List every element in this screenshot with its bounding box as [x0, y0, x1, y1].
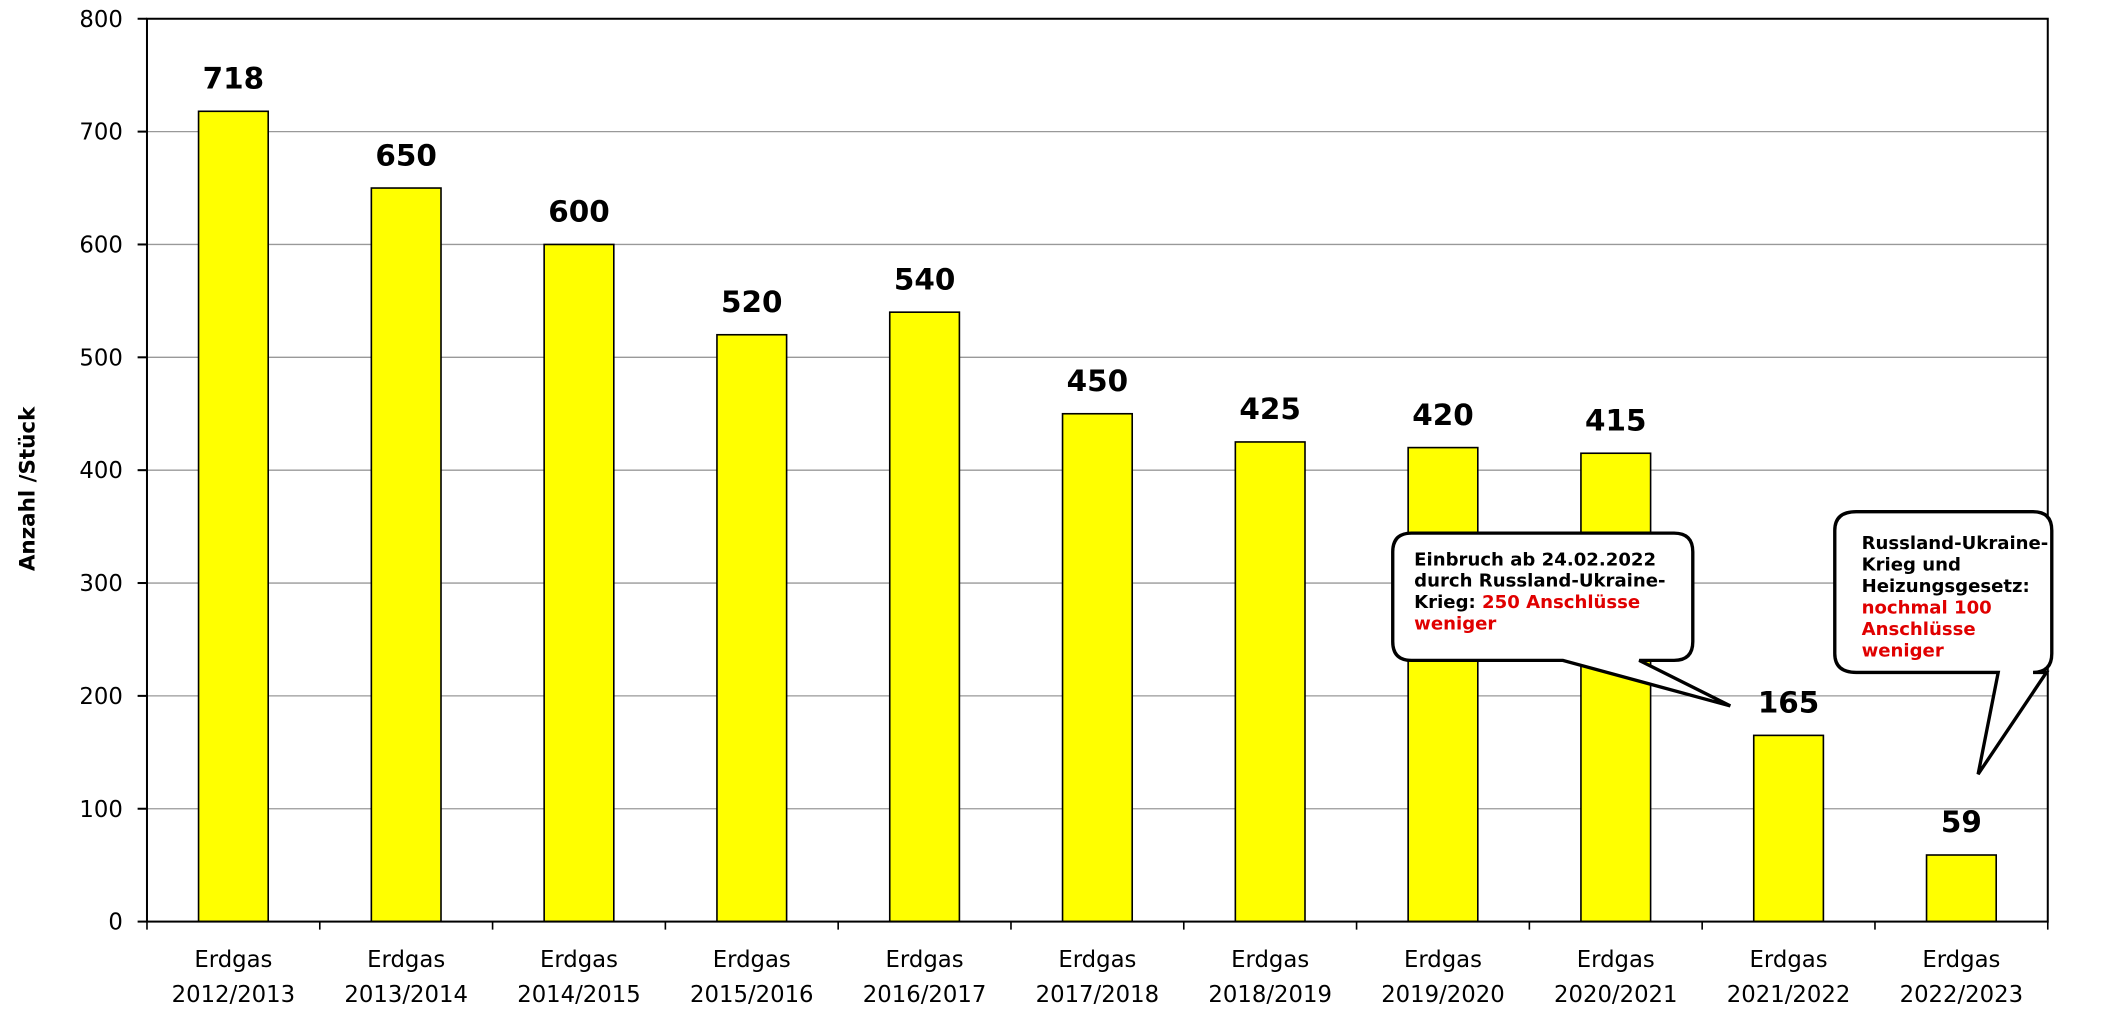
- bar: [1407, 446, 1479, 923]
- bar: [1234, 441, 1306, 923]
- x-tick-label-line: 2016/2017: [863, 982, 987, 1008]
- x-tick-label: Erdgas 2017/2018: [1036, 947, 1160, 1008]
- x-tick-label: Erdgas 2016/2017: [863, 947, 987, 1008]
- y-tick-label: 800: [79, 7, 122, 33]
- bar: [1925, 854, 1997, 923]
- x-tick-label-line: 2019/2020: [1381, 982, 1505, 1008]
- x-tick-label-line: Erdgas: [194, 947, 272, 973]
- callout-text: Russland-Ukraine-Krieg und Heizungsgeset…: [1862, 533, 2052, 662]
- callout-text-box: Russland-Ukraine-Krieg und Heizungsgeset…: [1862, 533, 2052, 662]
- bar: [1752, 734, 1825, 923]
- bar: [197, 110, 270, 923]
- plot-frame: [145, 17, 2049, 923]
- x-tick-label-line: 2020/2021: [1554, 982, 1678, 1008]
- bar: [543, 243, 615, 923]
- y-tick-label: 500: [79, 345, 122, 371]
- bar: [716, 333, 788, 923]
- x-tick-label-line: 2012/2013: [172, 982, 296, 1008]
- data-label: 59: [1941, 805, 1982, 839]
- y-tick-label: 600: [79, 233, 122, 259]
- data-label: 718: [203, 62, 264, 96]
- bar: [1061, 412, 1134, 923]
- x-tick-label: Erdgas 2021/2022: [1727, 947, 1851, 1008]
- x-tick-label-line: 2018/2019: [1208, 982, 1332, 1008]
- x-tick-label: Erdgas 2019/2020: [1381, 947, 1505, 1008]
- callout-bubble: [1391, 531, 1732, 708]
- x-tick-label-line: 2017/2018: [1036, 982, 1160, 1008]
- x-tick-label: Erdgas 2014/2015: [517, 947, 641, 1008]
- data-label: 540: [894, 262, 955, 296]
- callout-text-highlight: 250 Anschlüsse weniger: [1414, 592, 1641, 635]
- data-label: 165: [1758, 686, 1819, 720]
- x-tick-label-line: 2021/2022: [1727, 982, 1851, 1008]
- x-tick-label: Erdgas 2013/2014: [344, 947, 468, 1008]
- x-tick-label: Erdgas 2012/2013: [172, 947, 296, 1008]
- callout-text-main: Russland-Ukraine-Krieg und Heizungsgeset…: [1861, 533, 2049, 598]
- callout-text-highlight: nochmal 100 Anschlüsse weniger: [1861, 597, 1992, 662]
- x-tick-label: Erdgas 2022/2023: [1900, 947, 2024, 1008]
- x-tick-label: Erdgas 2015/2016: [690, 947, 814, 1008]
- bar: [888, 311, 961, 923]
- x-tick-label-line: Erdgas: [1922, 947, 2000, 973]
- x-tick-label-line: Erdgas: [713, 947, 791, 973]
- x-tick-label-line: Erdgas: [540, 947, 618, 973]
- data-label: 520: [721, 285, 782, 319]
- x-tick-label-line: 2022/2023: [1900, 982, 2024, 1008]
- x-tick-label: Erdgas 2020/2021: [1554, 947, 1678, 1008]
- bar: [1580, 452, 1652, 923]
- callout-text-main: Einbruch ab 24.02.2022 durch Russland-Uk…: [1414, 549, 1666, 614]
- y-axis-title: Anzahl /Stück: [15, 406, 40, 571]
- y-tick-label: 200: [79, 684, 122, 710]
- bars: 718 650 600 520 540 450 425 420 415 165 59: [197, 62, 1997, 923]
- callout-bubble: [1833, 510, 2054, 776]
- data-label: 425: [1239, 392, 1300, 426]
- data-label: 450: [1067, 364, 1128, 398]
- data-label: 420: [1412, 398, 1473, 432]
- x-tick-label-line: Erdgas: [1231, 947, 1309, 973]
- x-tick-label-line: Erdgas: [1577, 947, 1655, 973]
- x-tick-label-line: Erdgas: [1750, 947, 1828, 973]
- x-tick-label-line: Erdgas: [367, 947, 445, 973]
- grid: 0 100 200 300 400 500 600 700 800 Erdgas 2012/2013…: [79, 7, 2049, 1008]
- x-tick-label-line: 2014/2015: [517, 982, 641, 1008]
- data-label: 650: [375, 138, 436, 172]
- x-tick-label-line: Erdgas: [1058, 947, 1136, 973]
- x-tick-label-line: Erdgas: [1404, 947, 1482, 973]
- bar: [370, 187, 442, 923]
- y-tick-label: 300: [79, 571, 122, 597]
- y-tick-label: 0: [108, 910, 122, 936]
- callout: Einbruch ab 24.02.2022 durch Russland-Uk…: [1391, 531, 1732, 708]
- data-label: 600: [548, 195, 609, 229]
- data-label: 415: [1585, 403, 1646, 437]
- y-tick-label: 100: [79, 797, 122, 823]
- x-tick-label-line: Erdgas: [886, 947, 964, 973]
- x-tick-label-line: 2013/2014: [344, 982, 468, 1008]
- x-tick-label: Erdgas 2018/2019: [1208, 947, 1332, 1008]
- callout-text: Einbruch ab 24.02.2022 durch Russland-Uk…: [1414, 549, 1682, 635]
- x-tick-label-line: 2015/2016: [690, 982, 814, 1008]
- callout-text-box: Einbruch ab 24.02.2022 durch Russland-Uk…: [1414, 549, 1682, 635]
- callout: Russland-Ukraine-Krieg und Heizungsgeset…: [1833, 510, 2054, 776]
- y-tick-label: 400: [79, 458, 122, 484]
- y-tick-label: 700: [79, 120, 122, 146]
